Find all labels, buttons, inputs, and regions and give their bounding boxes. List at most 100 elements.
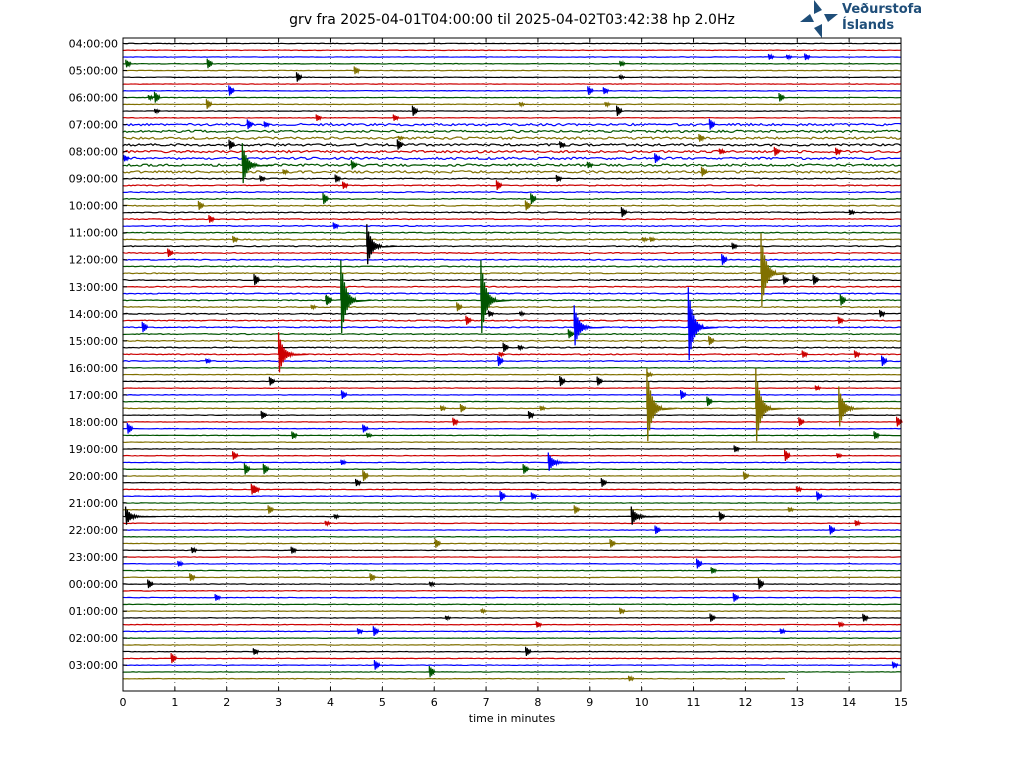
seismic-burst xyxy=(260,410,268,419)
seismic-trace xyxy=(122,630,902,633)
seismic-trace xyxy=(122,245,902,248)
seismic-trace xyxy=(122,211,902,214)
seismic-burst xyxy=(646,371,654,378)
seismic-burst xyxy=(649,236,656,242)
seismic-trace xyxy=(122,224,902,228)
seismic-trace xyxy=(122,197,902,201)
seismic-burst xyxy=(259,175,267,182)
chart-title: grv fra 2025-04-01T04:00:00 til 2025-04-… xyxy=(289,12,735,28)
row-label: 21:00:00 xyxy=(69,497,118,510)
seismic-burst xyxy=(782,275,790,285)
seismic-burst xyxy=(147,579,154,589)
seismic-burst xyxy=(397,135,405,142)
seismic-trace xyxy=(122,360,902,363)
seismic-burst xyxy=(154,108,161,115)
seismic-burst xyxy=(228,139,236,150)
row-label: 10:00:00 xyxy=(69,200,118,213)
seismic-burst xyxy=(282,168,290,176)
seismic-burst xyxy=(340,458,347,466)
seismic-trace xyxy=(122,333,902,336)
seismic-burst xyxy=(324,520,332,528)
seismic-burst xyxy=(228,85,235,96)
seismic-trace xyxy=(122,617,902,619)
seismic-burst xyxy=(609,538,617,548)
seismic-event xyxy=(366,224,397,265)
seismic-burst xyxy=(295,72,303,82)
seismic-burst xyxy=(619,60,626,67)
seismic-burst xyxy=(710,567,718,574)
logo-mark-icon xyxy=(800,0,838,38)
row-label: 13:00:00 xyxy=(69,281,118,294)
seismic-burst xyxy=(267,505,275,514)
seismic-trace xyxy=(122,400,902,403)
seismic-trace xyxy=(122,76,902,79)
seismic-burst xyxy=(243,463,251,475)
seismic-burst xyxy=(641,236,649,244)
seismic-trace xyxy=(122,231,902,234)
seismic-burst xyxy=(742,471,750,480)
seismic-burst xyxy=(332,222,340,230)
seismic-trace xyxy=(122,163,902,168)
seismic-burst xyxy=(838,621,845,628)
x-tick-label: 5 xyxy=(379,696,386,709)
seismic-burst xyxy=(189,573,196,582)
seismic-burst xyxy=(519,309,526,318)
seismic-trace xyxy=(122,353,902,356)
seismic-burst xyxy=(873,431,881,440)
seismic-trace xyxy=(122,312,901,315)
seismic-burst xyxy=(530,492,538,500)
seismic-trace xyxy=(122,468,902,471)
seismic-event xyxy=(241,143,273,184)
seismic-burst xyxy=(350,160,358,170)
seismic-event xyxy=(687,287,719,361)
seismic-burst xyxy=(620,207,628,218)
seismic-trace xyxy=(122,502,902,504)
seismic-trace xyxy=(122,89,902,92)
seismic-burst xyxy=(853,350,861,358)
seismic-trace xyxy=(122,278,902,282)
seismic-trace xyxy=(122,218,902,221)
seismic-burst xyxy=(567,329,575,339)
seismic-trace xyxy=(122,549,902,552)
row-label: 04:00:00 xyxy=(69,38,118,51)
seismic-burst xyxy=(527,411,535,420)
seismic-trace xyxy=(122,657,902,660)
seismic-burst xyxy=(784,449,791,461)
seismic-trace xyxy=(122,292,902,295)
seismic-burst xyxy=(373,660,381,670)
x-tick-label: 8 xyxy=(534,696,541,709)
seismic-burst xyxy=(342,181,349,189)
row-label: 11:00:00 xyxy=(69,227,118,240)
seismic-trace xyxy=(122,258,902,261)
seismic-burst xyxy=(428,665,436,678)
seismic-trace xyxy=(122,103,902,106)
seismic-burst xyxy=(498,351,506,359)
seismic-trace xyxy=(122,562,902,565)
seismic-trace xyxy=(122,251,902,255)
seismic-trace xyxy=(122,156,902,161)
seismic-trace xyxy=(122,414,902,417)
seismic-trace xyxy=(122,508,902,511)
seismic-burst xyxy=(596,376,604,386)
row-label: 16:00:00 xyxy=(69,362,118,375)
seismic-burst xyxy=(555,174,563,183)
seismic-burst xyxy=(731,242,739,250)
seismic-trace xyxy=(122,475,902,477)
seismic-event xyxy=(760,233,792,307)
row-label: 02:00:00 xyxy=(69,632,118,645)
seismic-burst xyxy=(854,519,862,527)
x-tick-label: 10 xyxy=(635,696,649,709)
seismic-trace xyxy=(122,664,902,667)
seismic-trace xyxy=(122,319,902,322)
seismic-burst xyxy=(814,384,822,391)
seismic-burst xyxy=(600,478,608,487)
row-label: 03:00:00 xyxy=(69,659,118,672)
seismic-event xyxy=(547,452,579,471)
seismic-burst xyxy=(141,321,149,333)
seismic-burst xyxy=(518,101,526,108)
row-label: 05:00:00 xyxy=(69,65,118,78)
seismic-trace xyxy=(122,454,902,457)
seismic-burst xyxy=(322,192,330,205)
seismic-burst xyxy=(795,485,803,493)
